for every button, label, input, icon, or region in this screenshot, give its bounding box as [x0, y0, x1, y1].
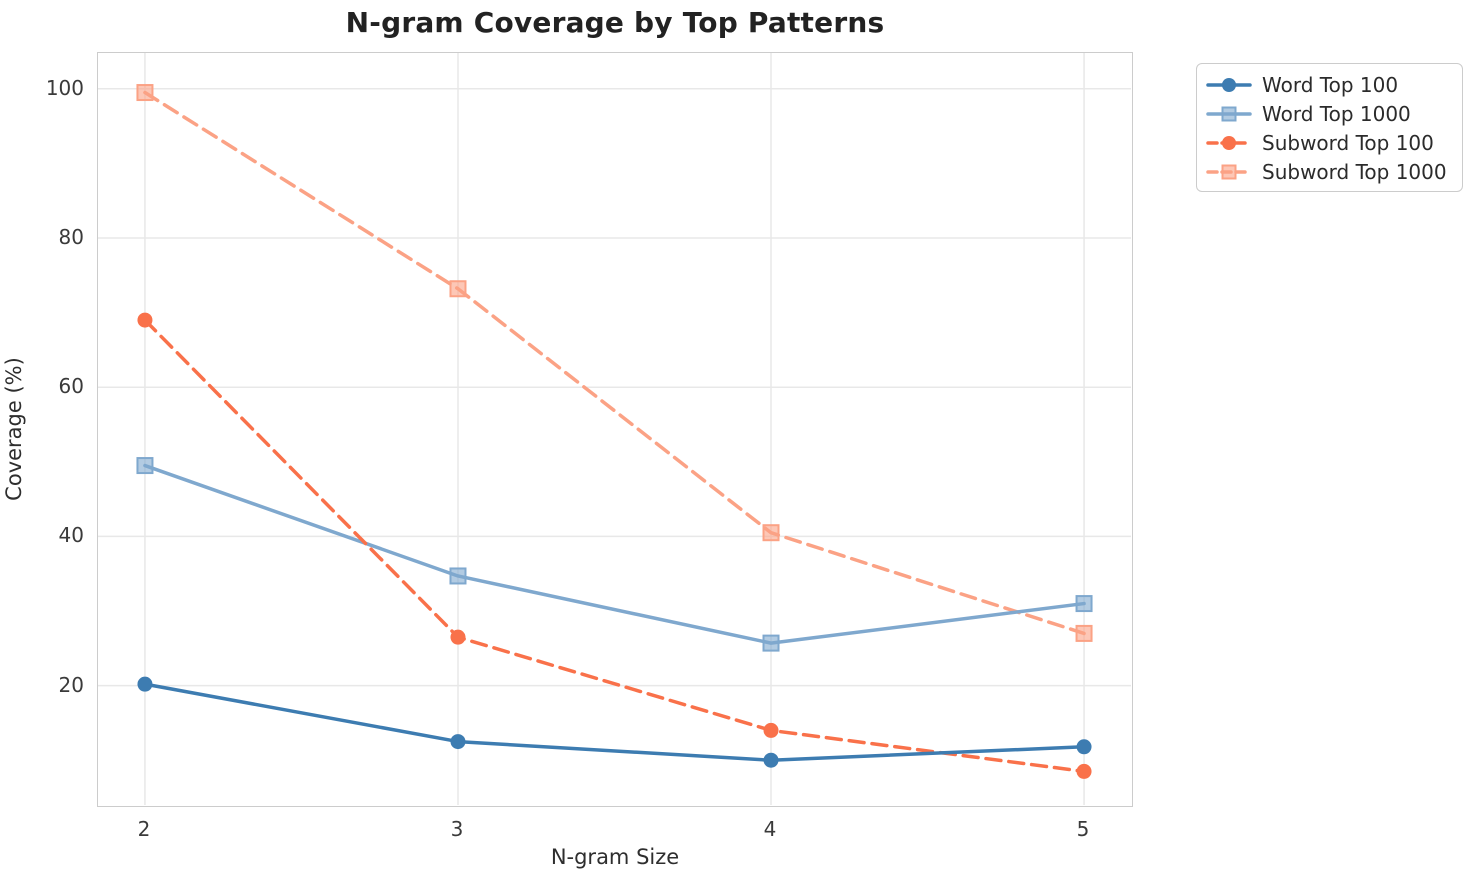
data-point-word-top-1000 [762, 634, 780, 652]
data-point-subword-top-100 [450, 629, 466, 645]
legend-label: Subword Top 1000 [1262, 159, 1447, 184]
y-tick-label: 20 [58, 672, 84, 697]
data-point-word-top-100 [763, 752, 779, 768]
data-point-subword-top-100 [763, 722, 779, 738]
x-tick-label: 2 [137, 817, 151, 841]
x-tick-label: 4 [763, 817, 777, 841]
data-point-word-top-1000 [136, 457, 154, 475]
legend-item-word-top-1000: Word Top 1000 [1206, 100, 1452, 127]
legend-item-word-top-100: Word Top 100 [1206, 71, 1452, 98]
y-tick-label: 80 [58, 225, 84, 250]
chart-canvas [98, 53, 1131, 805]
series-line-word-top-1000 [143, 463, 1086, 645]
series-line-word-top-100 [143, 682, 1086, 762]
data-point-word-top-1000 [1075, 595, 1093, 613]
series-line-subword-top-100 [143, 318, 1086, 774]
legend-swatch-square-icon [1206, 164, 1252, 179]
data-point-word-top-100 [1076, 739, 1092, 755]
series-line-subword-top-1000 [143, 90, 1086, 636]
x-axis-label: N-gram Size [550, 845, 680, 869]
chart-title: N-gram Coverage by Top Patterns [345, 6, 885, 39]
data-point-subword-top-1000 [1075, 624, 1093, 642]
data-point-word-top-100 [137, 676, 153, 692]
y-tick-label: 100 [45, 75, 84, 100]
data-point-subword-top-100 [1076, 763, 1092, 779]
x-tick-label: 3 [450, 817, 464, 841]
legend-label: Word Top 100 [1262, 72, 1399, 97]
x-tick-label: 5 [1076, 817, 1090, 841]
data-point-word-top-1000 [449, 567, 467, 585]
data-point-subword-top-1000 [762, 524, 780, 542]
legend-swatch-circle-icon [1206, 77, 1252, 92]
data-point-word-top-100 [450, 734, 466, 750]
legend-swatch-circle-icon [1206, 135, 1252, 150]
legend-swatch-square-icon [1206, 106, 1252, 121]
y-axis-label: Coverage (%) [2, 357, 26, 501]
plot-area [97, 52, 1133, 807]
legend-label: Word Top 1000 [1262, 101, 1411, 126]
legend: Word Top 100 Word Top 1000 Subword Top 100… [1196, 63, 1463, 192]
data-point-subword-top-100 [137, 312, 153, 328]
data-point-subword-top-1000 [449, 280, 467, 298]
data-point-subword-top-1000 [136, 84, 154, 102]
legend-item-subword-top-100: Subword Top 100 [1206, 129, 1452, 156]
legend-item-subword-top-1000: Subword Top 1000 [1206, 158, 1452, 185]
y-tick-label: 40 [58, 523, 84, 548]
y-tick-label: 60 [58, 374, 84, 399]
legend-label: Subword Top 100 [1262, 130, 1434, 155]
